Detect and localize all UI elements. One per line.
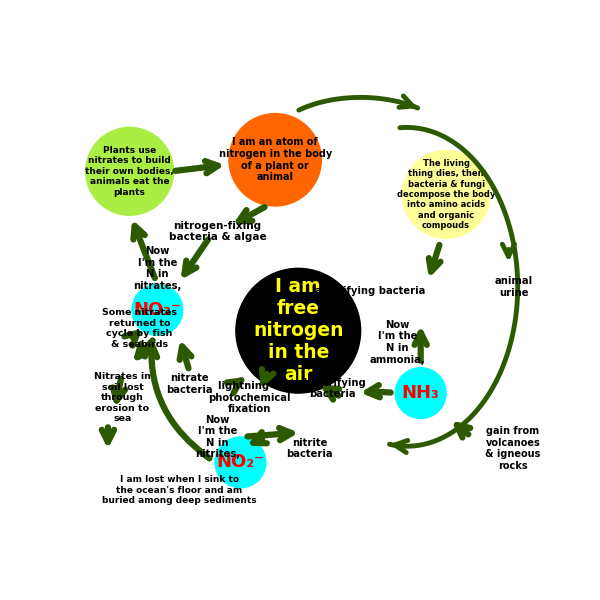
Circle shape — [215, 437, 266, 488]
Text: lightning &
photochemical
fixation: lightning & photochemical fixation — [209, 381, 291, 415]
Text: gain from
volcanoes
& igneous
rocks: gain from volcanoes & igneous rocks — [485, 426, 541, 471]
Text: NO₂⁻: NO₂⁻ — [217, 454, 265, 472]
Text: I am lost when I sink to
the ocean's floor and am
buried among deep sediments: I am lost when I sink to the ocean's flo… — [102, 475, 257, 505]
Text: nitrogen-fixing
bacteria & algae: nitrogen-fixing bacteria & algae — [169, 221, 266, 242]
Text: Now
I'm the
N in
nitrites,: Now I'm the N in nitrites, — [195, 415, 240, 460]
Circle shape — [229, 113, 322, 206]
Circle shape — [395, 368, 446, 419]
Text: nitrite
bacteria: nitrite bacteria — [286, 438, 333, 460]
Text: Nitrates in
soil lost
through
erosion to
sea: Nitrates in soil lost through erosion to… — [94, 373, 151, 423]
Circle shape — [132, 284, 183, 335]
Text: I am an atom of
nitrogen in the body
of a plant or
animal: I am an atom of nitrogen in the body of … — [218, 137, 332, 182]
Circle shape — [236, 268, 361, 393]
Circle shape — [86, 127, 173, 215]
Circle shape — [402, 151, 490, 238]
Text: NO₃⁻: NO₃⁻ — [134, 301, 181, 319]
Text: I am
free
nitrogen
in the
air: I am free nitrogen in the air — [253, 277, 344, 384]
Text: Now
I'm the
N in
nitrates,: Now I'm the N in nitrates, — [133, 246, 182, 291]
Text: The living
thing dies, then
bacteria & fungi
decompose the body
into amino acids: The living thing dies, then bacteria & f… — [397, 159, 495, 230]
Text: NH₃: NH₃ — [402, 384, 440, 402]
Text: animal
urine: animal urine — [494, 276, 533, 298]
Text: Now
I'm the
N in
ammonia,: Now I'm the N in ammonia, — [370, 320, 425, 365]
Text: Plants use
nitrates to build
their own bodies,
animals eat the
plants: Plants use nitrates to build their own b… — [85, 146, 174, 197]
Text: Some nitrates
returned to
cycle by fish
& seabirds: Some nitrates returned to cycle by fish … — [102, 308, 177, 349]
Text: nitrate
bacteria: nitrate bacteria — [166, 373, 213, 395]
Text: aminifying bacteria: aminifying bacteria — [314, 286, 425, 296]
Text: denitrifying
bacteria: denitrifying bacteria — [299, 377, 366, 399]
